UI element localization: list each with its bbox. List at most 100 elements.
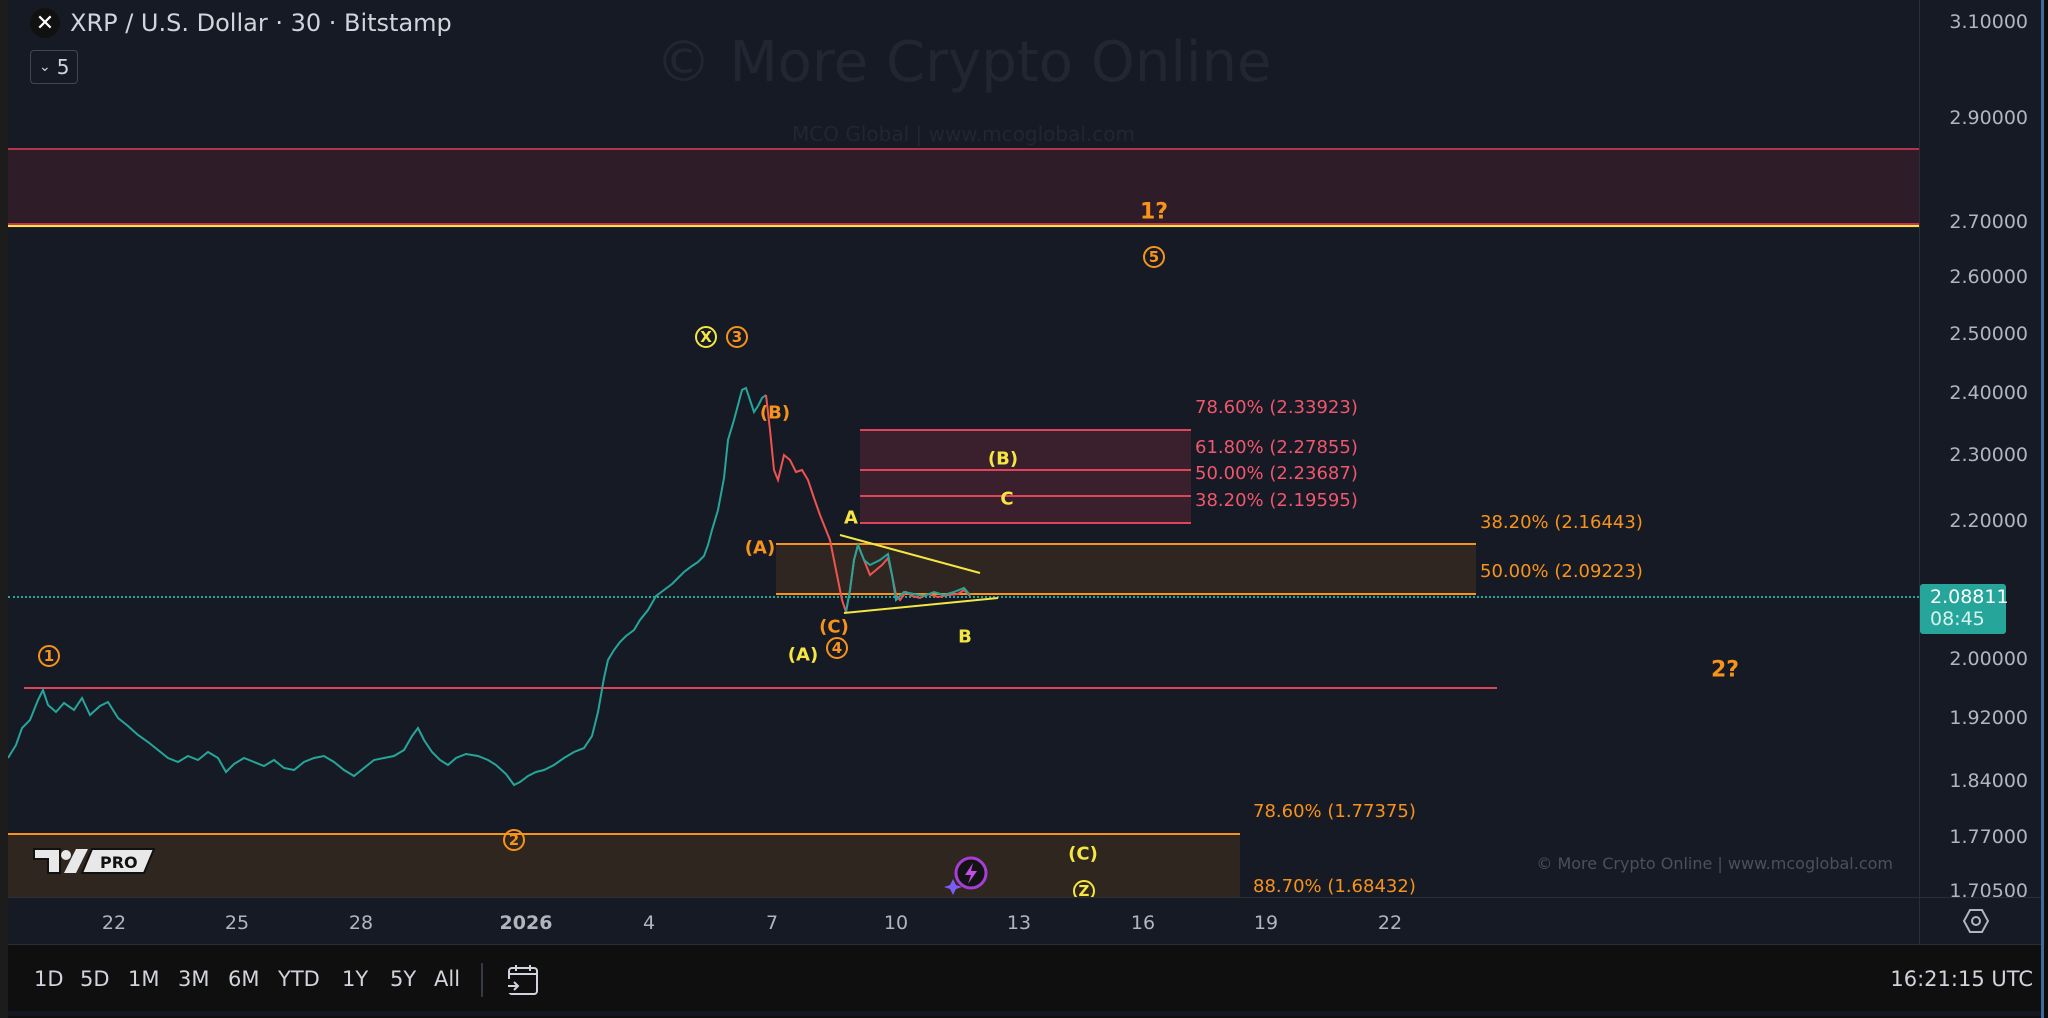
left-edge — [0, 0, 8, 1018]
wave-b-label: B — [958, 626, 972, 648]
bottom-toolbar: 1D 5D 1M 3M 6M YTD 1Y 5Y All 16:21:15 UT… — [8, 944, 2041, 1011]
fib-zone-orange-lower[interactable] — [8, 833, 1240, 897]
fib-zone-red[interactable] — [860, 429, 1191, 522]
range-3m-button[interactable]: 3M — [178, 967, 210, 991]
wave-c-paren-yellow: (C) — [1068, 843, 1098, 865]
time-tick: 22 — [101, 912, 127, 934]
time-tick: 16 — [1130, 912, 1156, 934]
svg-text:PRO: PRO — [100, 853, 138, 872]
range-1y-button[interactable]: 1Y — [342, 967, 369, 991]
time-tick: 13 — [1006, 912, 1032, 934]
range-1d-button[interactable]: 1D — [34, 967, 64, 991]
price-tick: 3.10000 — [1949, 11, 2028, 33]
price-tick: 2.00000 — [1949, 648, 2028, 670]
fib-label-orange-786: 78.60% (1.77375) — [1253, 801, 1416, 822]
watermark-footer: © More Crypto Online | www.mcoglobal.com — [1536, 854, 1893, 873]
price-tick: 2.70000 — [1949, 211, 2028, 233]
fib-line-500 — [860, 495, 1191, 497]
go-to-date-icon[interactable] — [506, 963, 540, 997]
fib-line-orange-500 — [776, 593, 1476, 595]
fib-line-382 — [860, 522, 1191, 524]
price-tick: 2.40000 — [1949, 382, 2028, 404]
time-tick: 10 — [883, 912, 909, 934]
indicators-collapse-button[interactable]: ⌄ 5 — [30, 50, 79, 84]
price-tick: 2.90000 — [1949, 107, 2028, 129]
fib-label-red-382: 38.20% (2.19595) — [1195, 490, 1358, 511]
resistance-line-red — [8, 223, 1919, 225]
triangle-pattern[interactable] — [8, 0, 1919, 897]
fib-line-618 — [860, 469, 1191, 471]
fib-label-orange-500: 50.00% (2.09223) — [1480, 561, 1643, 582]
tradingview-pro-logo: PRO — [33, 848, 156, 874]
current-price-badge: 2.08811 08:45 — [1920, 584, 2009, 634]
current-price-line — [8, 596, 1919, 598]
wave-b-paren-orange: (B) — [759, 402, 791, 424]
wave-1-label: 1 — [38, 645, 60, 667]
fib-label-red-786: 78.60% (2.33923) — [1195, 397, 1358, 418]
price-tick: 1.92000 — [1949, 707, 2028, 729]
price-tick: 2.20000 — [1949, 510, 2028, 532]
time-tick: 7 — [765, 912, 779, 934]
indicator-count: 5 — [56, 55, 70, 79]
xrp-icon: ✕ — [30, 8, 60, 38]
wave-2-question: 2? — [1710, 657, 1740, 683]
wave-a-paren-orange: (A) — [744, 537, 776, 559]
price-tick: 2.60000 — [1949, 266, 2028, 288]
wave-2-label: 2 — [503, 829, 525, 851]
price-axis[interactable]: 3.10000 2.90000 2.70000 2.60000 2.50000 … — [1919, 0, 2042, 902]
resistance-line[interactable] — [8, 225, 1919, 227]
wave-x-label: X — [695, 326, 717, 348]
bar-countdown: 08:45 — [1930, 608, 1985, 630]
price-tick: 1.77000 — [1949, 826, 2028, 848]
range-1m-button[interactable]: 1M — [128, 967, 160, 991]
chart-settings-icon[interactable] — [1962, 908, 1990, 934]
range-all-button[interactable]: All — [434, 967, 461, 991]
wave-1-question: 1? — [1139, 199, 1169, 225]
symbol-title[interactable]: ✕ XRP / U.S. Dollar · 30 · Bitstamp — [30, 8, 452, 38]
wave-a-paren-yellow: (A) — [787, 644, 819, 666]
chevron-down-icon: ⌄ — [39, 59, 51, 75]
fib-line-orange-382 — [776, 543, 1476, 545]
support-line-red[interactable] — [24, 687, 1497, 689]
price-series — [8, 386, 971, 787]
wave-5-label: 5 — [1143, 246, 1165, 268]
wave-3-label: 3 — [726, 326, 748, 348]
price-tick: 2.50000 — [1949, 323, 2028, 345]
symbol-title-text: XRP / U.S. Dollar · 30 · Bitstamp — [70, 9, 452, 37]
ai-assistant-icon[interactable] — [943, 855, 993, 895]
price-tick: 2.30000 — [1949, 444, 2028, 466]
time-tick: 4 — [642, 912, 656, 934]
toolbar-divider — [481, 963, 483, 997]
time-tick: 22 — [1377, 912, 1403, 934]
fib-line-786 — [860, 429, 1191, 431]
wave-b-paren-yellow: (B) — [987, 448, 1019, 470]
fib-zone-orange-upper[interactable] — [776, 544, 1476, 595]
range-ytd-button[interactable]: YTD — [278, 967, 320, 991]
range-6m-button[interactable]: 6M — [228, 967, 260, 991]
wave-c-paren-orange: (C) — [819, 616, 849, 638]
chart-pane[interactable]: © More Crypto Online MCO Global | www.mc… — [8, 0, 1919, 897]
wave-z-label: Z — [1073, 880, 1095, 897]
fib-label-red-618: 61.80% (2.27855) — [1195, 437, 1358, 458]
watermark-subtitle: MCO Global | www.mcoglobal.com — [792, 122, 1135, 146]
time-tick: 25 — [224, 912, 250, 934]
time-axis[interactable]: 22 25 28 2026 4 7 10 13 16 19 22 — [8, 897, 1919, 945]
wave-a-label: A — [844, 507, 858, 529]
fib-label-red-500: 50.00% (2.23687) — [1195, 463, 1358, 484]
axis-corner — [1919, 897, 2042, 945]
watermark-title: © More Crypto Online — [655, 30, 1272, 95]
fib-label-orange-887: 88.70% (1.68432) — [1253, 876, 1416, 897]
price-tick: 1.70500 — [1949, 880, 2028, 902]
right-edge — [2041, 0, 2048, 1018]
fib-label-orange-382: 38.20% (2.16443) — [1480, 512, 1643, 533]
time-tick-year: 2026 — [499, 912, 553, 934]
current-price-value: 2.08811 — [1930, 586, 2009, 608]
time-tick: 28 — [348, 912, 374, 934]
time-tick: 19 — [1253, 912, 1279, 934]
utc-clock[interactable]: 16:21:15 UTC — [1890, 967, 2033, 991]
wave-c-label: C — [1000, 488, 1014, 510]
range-5y-button[interactable]: 5Y — [390, 967, 417, 991]
resistance-zone[interactable] — [8, 148, 1919, 228]
range-5d-button[interactable]: 5D — [80, 967, 110, 991]
